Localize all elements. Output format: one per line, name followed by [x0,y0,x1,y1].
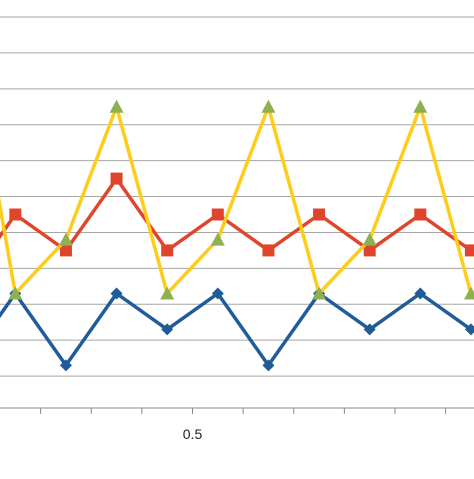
series-1-point [262,359,275,372]
series-2-point [313,208,326,221]
series-1-point [59,359,72,372]
series-1-point [363,323,376,336]
series-1-point [211,287,224,300]
series-1-point [464,323,474,336]
series-3-point [312,286,327,300]
series-2-point [110,172,123,185]
series-2-point [414,208,427,221]
series-3-point [160,286,175,300]
series-2-point [59,244,72,257]
series-3-point [413,99,428,113]
series-2-point [211,208,224,221]
series-2-point [363,244,376,257]
series-3-point [58,232,73,246]
series-2-point [262,244,275,257]
series-3-point [210,232,225,246]
x-tick-label: 0.5 [183,426,203,442]
series-1-point [110,287,123,300]
series-1-point [414,287,427,300]
series-2-point [464,244,474,257]
series-3-point [109,99,124,113]
series-3-point [8,286,23,300]
series-1-point [161,323,174,336]
series-3-point [362,232,377,246]
series-2-point [9,208,22,221]
series-3-point [463,286,474,300]
series-2-point [161,244,174,257]
series-3-point [261,99,276,113]
